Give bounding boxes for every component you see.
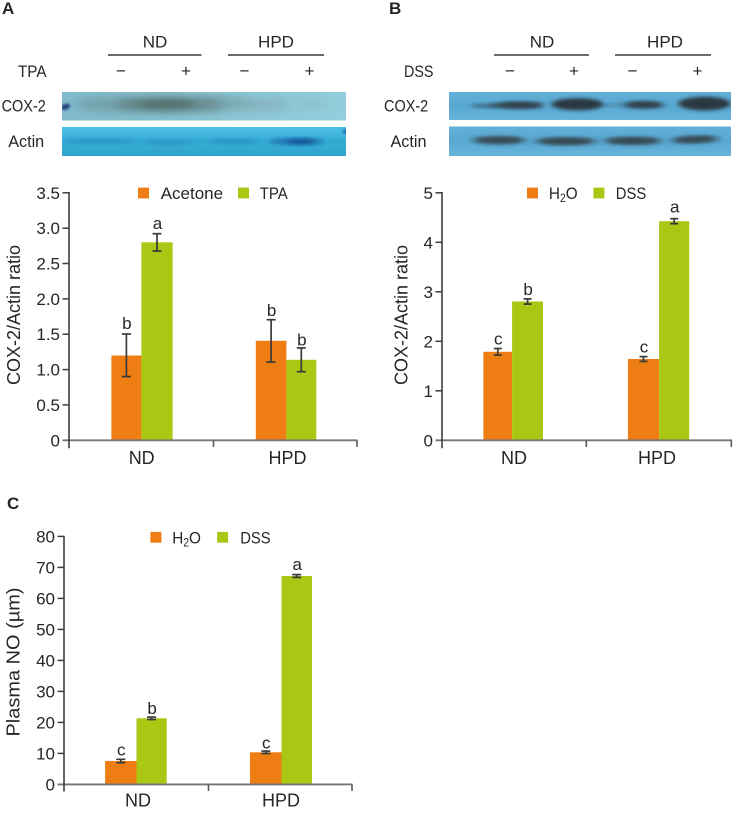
svg-text:ND: ND [125, 791, 151, 810]
svg-text:HPD: HPD [262, 791, 300, 810]
svg-text:Actin: Actin [391, 132, 427, 151]
svg-text:+: + [181, 62, 191, 81]
svg-text:HPD: HPD [258, 33, 294, 52]
svg-text:+: + [693, 62, 703, 81]
svg-text:Acetone: Acetone [161, 184, 223, 203]
svg-text:70: 70 [36, 558, 55, 577]
svg-text:1: 1 [424, 382, 433, 401]
svg-text:60: 60 [36, 589, 55, 608]
svg-text:ND: ND [501, 448, 527, 468]
svg-text:−: − [116, 62, 126, 81]
svg-text:a: a [292, 555, 302, 574]
svg-text:10: 10 [36, 744, 55, 763]
svg-text:50: 50 [36, 620, 55, 639]
svg-text:2: 2 [424, 332, 433, 351]
svg-text:c: c [262, 733, 271, 752]
svg-text:B: B [389, 0, 401, 18]
svg-text:40: 40 [36, 651, 55, 670]
svg-text:HPD: HPD [268, 448, 306, 468]
svg-text:b: b [297, 330, 306, 349]
svg-text:c: c [117, 741, 126, 760]
svg-text:20: 20 [36, 713, 55, 732]
svg-text:Actin: Actin [8, 132, 44, 151]
svg-text:A: A [2, 0, 14, 18]
svg-text:2.0: 2.0 [36, 290, 60, 309]
svg-text:+: + [305, 62, 315, 81]
svg-text:ND: ND [530, 33, 555, 52]
svg-text:5: 5 [424, 184, 433, 203]
svg-text:TPA: TPA [260, 184, 289, 203]
svg-text:H2O: H2O [549, 184, 578, 205]
svg-text:H2O: H2O [172, 529, 201, 550]
svg-text:COX-2: COX-2 [384, 97, 428, 116]
svg-text:−: − [240, 62, 250, 81]
svg-text:3.0: 3.0 [36, 219, 60, 238]
svg-text:−: − [628, 62, 638, 81]
svg-text:+: + [569, 62, 579, 81]
svg-text:b: b [523, 280, 532, 299]
svg-text:0: 0 [51, 431, 60, 450]
svg-text:DSS: DSS [616, 184, 647, 203]
svg-text:3: 3 [424, 283, 433, 302]
svg-text:ND: ND [143, 33, 168, 52]
svg-text:COX-2/Actin ratio: COX-2/Actin ratio [4, 245, 24, 385]
svg-text:Plasma NO (µm): Plasma NO (µm) [3, 588, 24, 737]
svg-text:HPD: HPD [647, 33, 683, 52]
svg-text:1.0: 1.0 [36, 361, 60, 380]
svg-text:2.5: 2.5 [36, 255, 60, 274]
svg-text:COX-2: COX-2 [2, 97, 46, 116]
svg-text:80: 80 [36, 527, 55, 546]
svg-text:DSS: DSS [240, 529, 271, 548]
svg-text:C: C [7, 494, 19, 513]
svg-text:c: c [494, 330, 503, 349]
svg-text:TPA: TPA [18, 62, 47, 81]
svg-text:HPD: HPD [638, 448, 676, 468]
svg-text:b: b [122, 314, 131, 333]
svg-text:DSS: DSS [404, 62, 434, 81]
svg-text:1.5: 1.5 [36, 325, 60, 344]
svg-text:0: 0 [424, 431, 433, 450]
svg-text:a: a [670, 197, 680, 216]
svg-text:0: 0 [46, 775, 55, 794]
svg-text:0.5: 0.5 [36, 396, 60, 415]
svg-text:−: − [505, 62, 515, 81]
svg-text:4: 4 [424, 233, 433, 252]
svg-text:b: b [147, 699, 156, 718]
svg-text:3.5: 3.5 [36, 184, 60, 203]
svg-text:ND: ND [129, 448, 155, 468]
svg-text:a: a [153, 214, 163, 233]
svg-text:c: c [640, 337, 649, 356]
svg-text:COX-2/Actin ratio: COX-2/Actin ratio [392, 245, 412, 385]
svg-text:30: 30 [36, 682, 55, 701]
svg-text:b: b [267, 301, 276, 320]
